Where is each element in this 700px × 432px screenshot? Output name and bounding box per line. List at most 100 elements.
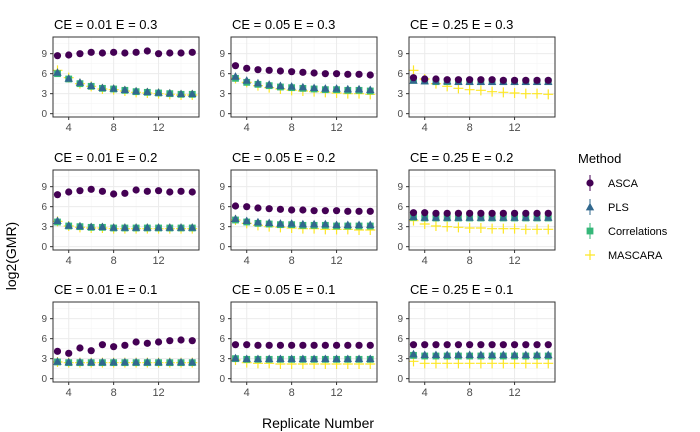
data-point-pls xyxy=(131,223,141,231)
data-point-asca xyxy=(366,207,374,215)
panel-background xyxy=(231,37,377,117)
panel-1: CE = 0.01 E = 0.3 0 3 6 9 4 8 12 xyxy=(41,17,200,134)
y-tick-label: 9 xyxy=(397,182,403,193)
data-point-asca xyxy=(477,341,485,349)
data-point-mascara xyxy=(498,87,509,98)
data-point-pls xyxy=(131,357,141,366)
y-tick-label: 3 xyxy=(41,222,47,233)
legend-item-asca: ASCA xyxy=(586,175,639,191)
y-tick-label: 6 xyxy=(219,334,225,345)
data-point-asca xyxy=(254,204,262,212)
data-point-pls xyxy=(143,87,152,96)
x-tick-label: 8 xyxy=(111,122,117,134)
data-point-pls xyxy=(442,350,452,359)
data-point-pls xyxy=(366,85,375,94)
data-point-pls xyxy=(253,217,263,226)
data-point-asca xyxy=(443,341,451,349)
panel-title: CE = 0.01 E = 0.2 xyxy=(54,150,157,165)
data-point-mascara xyxy=(532,88,543,99)
data-point-pls xyxy=(188,357,197,366)
y-tick-label: 0 xyxy=(219,374,225,385)
data-point-pls xyxy=(98,222,107,231)
data-point-asca xyxy=(477,209,485,217)
data-point-pls xyxy=(321,84,330,92)
data-point-asca xyxy=(443,76,451,84)
data-point-asca xyxy=(522,209,530,217)
data-point-asca xyxy=(432,341,440,349)
data-point-pls xyxy=(487,350,497,359)
data-point-mascara xyxy=(464,358,475,369)
data-points xyxy=(52,336,198,368)
data-point-asca xyxy=(110,48,118,56)
panel-title: CE = 0.25 E = 0.1 xyxy=(410,282,513,297)
data-point-asca xyxy=(231,62,240,70)
data-point-pls xyxy=(109,223,118,231)
data-point-asca xyxy=(76,187,84,195)
data-point-pls xyxy=(409,349,418,358)
legend-label: ASCA xyxy=(608,178,639,190)
y-tick-label: 9 xyxy=(397,49,403,60)
y-tick-label: 0 xyxy=(41,109,47,120)
data-point-pls xyxy=(465,350,474,359)
data-point-asca xyxy=(499,76,507,84)
data-point-asca xyxy=(132,338,140,346)
data-points xyxy=(230,202,376,235)
x-tick-label: 8 xyxy=(289,122,295,134)
data-point-asca xyxy=(121,341,129,349)
data-point-asca xyxy=(243,203,251,211)
panel-border xyxy=(52,301,200,383)
x-tick-label: 12 xyxy=(330,122,342,134)
data-point-pls xyxy=(53,68,62,76)
data-point-asca xyxy=(65,188,73,196)
panel-2: CE = 0.05 E = 0.3 0 3 6 9 4 8 12 xyxy=(219,17,378,134)
data-point-mascara xyxy=(475,358,486,369)
data-point-mascara xyxy=(543,358,554,369)
data-point-pls xyxy=(231,214,240,223)
legend-label: MASCARA xyxy=(608,250,663,262)
data-point-pls xyxy=(499,350,508,359)
data-point-asca xyxy=(321,70,329,78)
data-point-pls xyxy=(343,84,352,93)
data-point-asca xyxy=(177,49,185,57)
data-point-mascara xyxy=(408,65,419,76)
data-point-asca xyxy=(166,337,174,345)
data-point-asca xyxy=(265,66,273,74)
data-point-pls xyxy=(276,354,285,363)
legend-label: PLS xyxy=(608,202,629,214)
data-point-asca xyxy=(332,70,341,78)
data-point-pls xyxy=(53,216,62,225)
y-tick-label: 6 xyxy=(219,202,225,213)
data-point-pls xyxy=(332,84,341,92)
panel-border xyxy=(230,169,378,251)
data-point-pls xyxy=(343,220,352,229)
panel-title: CE = 0.05 E = 0.2 xyxy=(232,150,335,165)
data-point-asca xyxy=(166,188,174,196)
legend-items: ASCA PLS Correlations MASCARA xyxy=(585,175,668,262)
data-point-pls xyxy=(242,76,251,84)
data-point-asca xyxy=(121,189,129,197)
data-points xyxy=(230,62,376,100)
y-tick-label: 9 xyxy=(219,314,225,325)
y-tick-label: 6 xyxy=(397,202,403,213)
data-point-asca xyxy=(332,341,341,349)
data-point-mascara xyxy=(464,223,475,233)
panel-title: CE = 0.25 E = 0.3 xyxy=(410,17,513,32)
data-point-pls xyxy=(431,350,441,359)
data-point-asca xyxy=(544,209,552,217)
x-tick-label: 4 xyxy=(422,255,428,267)
data-point-asca xyxy=(533,341,541,349)
data-points xyxy=(230,341,376,369)
data-point-pls xyxy=(176,223,186,231)
panel-8: CE = 0.05 E = 0.1 0 3 6 9 4 8 12 xyxy=(219,282,378,399)
data-point-pls xyxy=(321,354,330,363)
panel-border xyxy=(408,36,556,118)
data-point-pls xyxy=(176,89,186,98)
x-tick-label: 4 xyxy=(422,387,428,399)
data-point-pls xyxy=(176,357,186,366)
data-point-asca xyxy=(310,207,318,215)
data-point-pls xyxy=(165,88,174,97)
data-point-pls xyxy=(242,354,251,363)
data-point-asca xyxy=(132,186,140,194)
data-point-asca xyxy=(288,206,296,214)
data-point-mascara xyxy=(543,89,554,100)
